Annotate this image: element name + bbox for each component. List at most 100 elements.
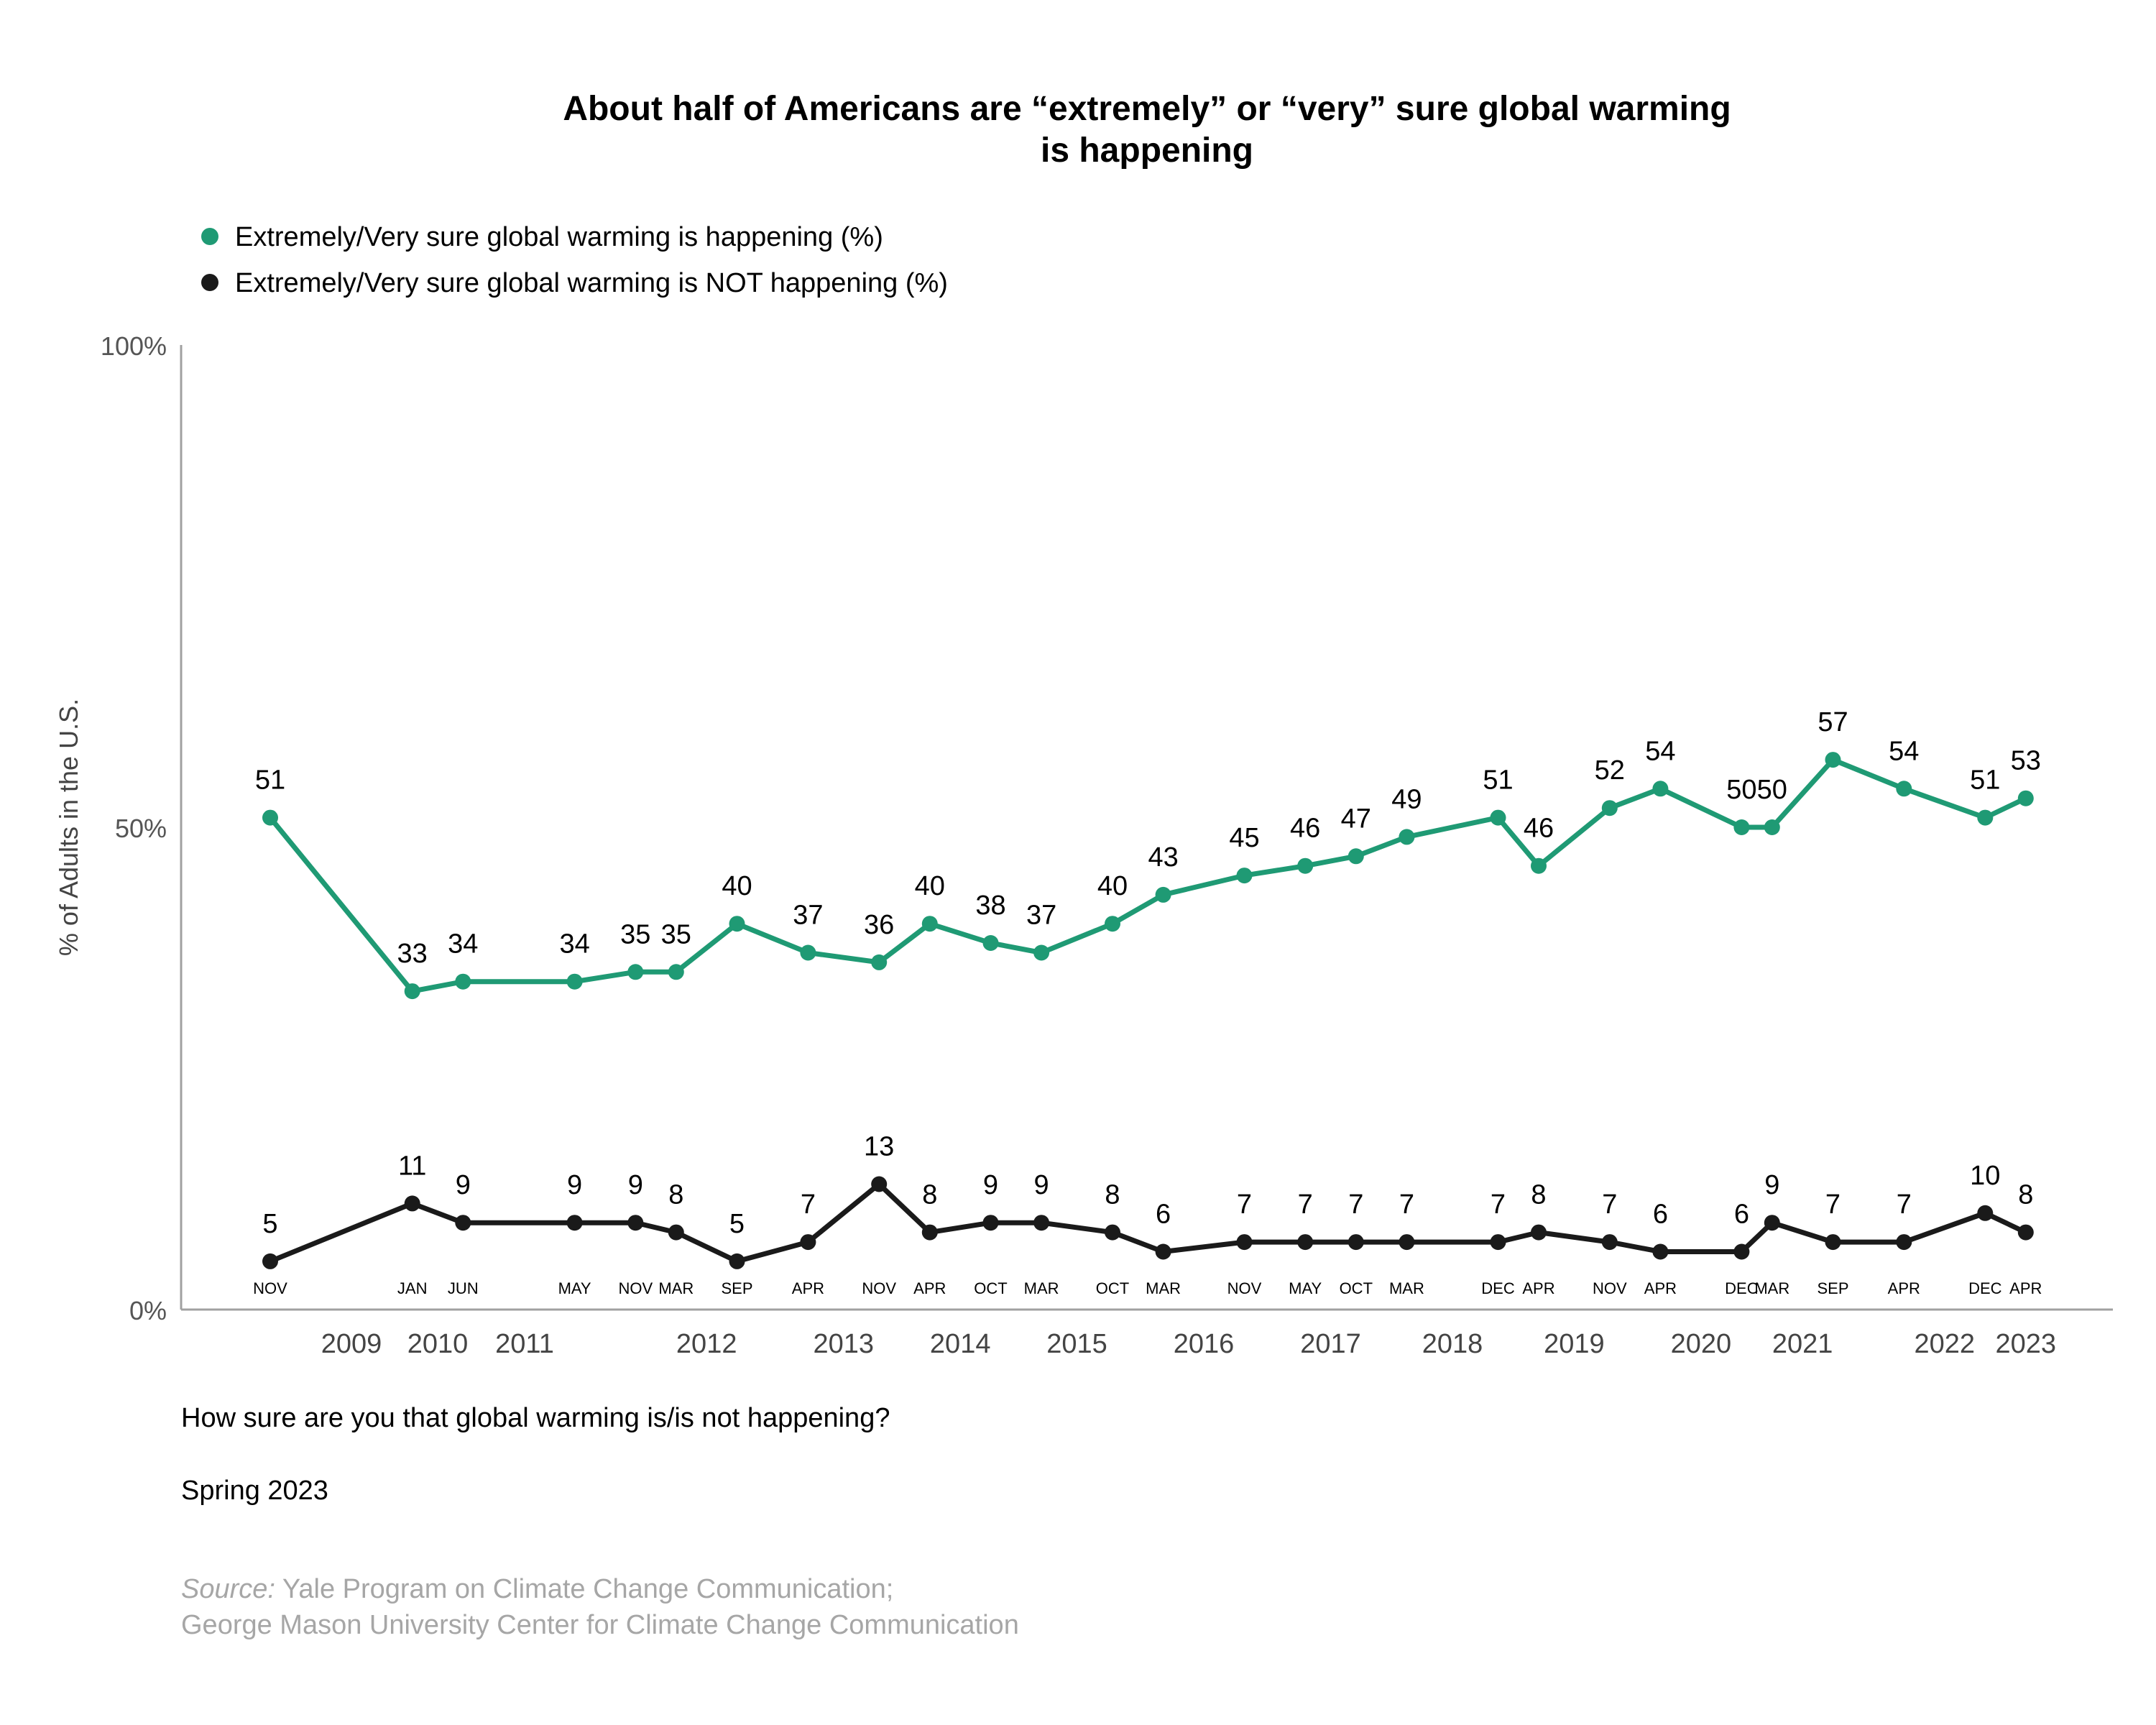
x-year-label: 2010 (407, 1329, 469, 1359)
x-month-label: OCT (1340, 1279, 1373, 1297)
data-point (1825, 752, 1841, 768)
data-label: 9 (983, 1170, 998, 1200)
data-label: 33 (397, 939, 428, 969)
data-point (729, 1253, 745, 1269)
x-month-label: DEC (1968, 1279, 2002, 1297)
x-month-label: OCT (974, 1279, 1007, 1297)
data-point (1977, 1205, 1994, 1221)
data-label: 8 (668, 1180, 683, 1210)
data-point (1348, 848, 1364, 865)
x-month-labels: NOV JAN JUN MAY NOV MAR SEP APR NOV APR OCT MAR OCT M… (253, 1279, 2042, 1297)
data-point (1399, 1234, 1415, 1251)
data-point (1490, 1234, 1506, 1251)
x-month-label: APR (1888, 1279, 1920, 1297)
data-point (627, 964, 644, 980)
data-label: 7 (801, 1190, 816, 1220)
data-label: 40 (915, 871, 945, 901)
data-label: 51 (1483, 765, 1513, 796)
x-month-label: MAR (1389, 1279, 1424, 1297)
data-point (262, 809, 278, 826)
data-point (1105, 916, 1120, 932)
data-label: 5 (262, 1209, 277, 1239)
data-point (1601, 800, 1618, 816)
data-label: 35 (661, 919, 691, 949)
data-label: 11 (398, 1151, 426, 1181)
data-point (1033, 944, 1050, 961)
data-point (800, 1234, 816, 1251)
data-label: 5 (729, 1209, 745, 1239)
chart-title-line-2: is happening (1041, 132, 1253, 170)
x-month-label: NOV (1227, 1279, 1262, 1297)
data-point (982, 935, 999, 951)
data-label: 47 (1341, 804, 1371, 834)
x-month-label: MAY (1289, 1279, 1322, 1297)
x-month-label: APR (1522, 1279, 1554, 1297)
data-point (1652, 781, 1669, 797)
data-point (2017, 790, 2034, 806)
data-label: 50 (1726, 775, 1756, 805)
source-org-1: Yale Program on Climate Change Communica… (275, 1574, 893, 1604)
data-label: 9 (1034, 1170, 1049, 1200)
data-label: 49 (1391, 784, 1422, 814)
legend-label-not-happening: Extremely/Very sure global warming is NO… (235, 268, 948, 298)
source-prefix: Source: (181, 1574, 275, 1604)
data-label: 34 (448, 929, 478, 960)
data-label: 54 (1645, 736, 1675, 766)
x-month-label: MAR (1024, 1279, 1059, 1297)
data-point (1297, 1234, 1314, 1251)
x-month-label: NOV (862, 1279, 896, 1297)
data-point (982, 1215, 999, 1231)
data-point (1896, 781, 1912, 797)
data-point (1896, 1234, 1912, 1251)
data-point (1236, 868, 1253, 884)
source-line-2: George Mason University Center for Clima… (181, 1610, 1019, 1640)
x-month-label: SEP (721, 1279, 752, 1297)
y-tick-label-100: 100% (101, 331, 167, 361)
data-label: 7 (1348, 1190, 1363, 1220)
data-label: 8 (1531, 1180, 1546, 1210)
data-label: 9 (456, 1170, 471, 1200)
x-year-label: 2019 (1544, 1329, 1605, 1359)
x-year-label: 2021 (1772, 1329, 1833, 1359)
x-year-label: 2013 (814, 1329, 875, 1359)
x-month-label: MAR (658, 1279, 694, 1297)
data-label: 46 (1290, 814, 1320, 844)
data-label: 37 (1026, 901, 1056, 931)
x-month-label: NOV (618, 1279, 653, 1297)
legend: Extremely/Very sure global warming is ha… (201, 222, 948, 298)
survey-question: How sure are you that global warming is/… (181, 1403, 890, 1433)
data-label: 7 (1825, 1190, 1841, 1220)
x-month-label: NOV (1593, 1279, 1627, 1297)
x-month-label: OCT (1096, 1279, 1129, 1297)
data-label: 53 (2011, 746, 2041, 776)
data-point (1733, 1243, 1750, 1260)
data-point (1490, 809, 1506, 826)
data-point (1764, 1215, 1780, 1231)
data-point (871, 1176, 888, 1192)
data-point (262, 1253, 278, 1269)
data-label: 6 (1156, 1200, 1171, 1230)
x-month-label: JUN (448, 1279, 479, 1297)
data-point (1236, 1234, 1253, 1251)
data-label: 8 (922, 1180, 937, 1210)
data-point (921, 1224, 938, 1241)
data-point (627, 1215, 644, 1231)
data-label: 35 (620, 919, 650, 949)
x-month-label: DEC (1481, 1279, 1515, 1297)
y-tick-label-0: 0% (129, 1296, 167, 1325)
x-month-label: MAR (1754, 1279, 1789, 1297)
data-label: 7 (1237, 1190, 1252, 1220)
series-happening: 51 33 34 34 35 35 40 37 36 40 38 37 40 43 45 46 47 49 51 46… (255, 707, 2041, 1000)
x-month-label: APR (2009, 1279, 2042, 1297)
data-label: 9 (628, 1170, 643, 1200)
data-point (1764, 819, 1780, 835)
data-point (1601, 1234, 1618, 1251)
data-label: 40 (1097, 871, 1128, 901)
data-label: 52 (1595, 755, 1625, 786)
x-month-label: APR (1644, 1279, 1677, 1297)
data-label: 9 (567, 1170, 582, 1200)
data-label: 34 (559, 929, 589, 960)
series-line (267, 757, 2029, 994)
data-point (1155, 1243, 1171, 1260)
